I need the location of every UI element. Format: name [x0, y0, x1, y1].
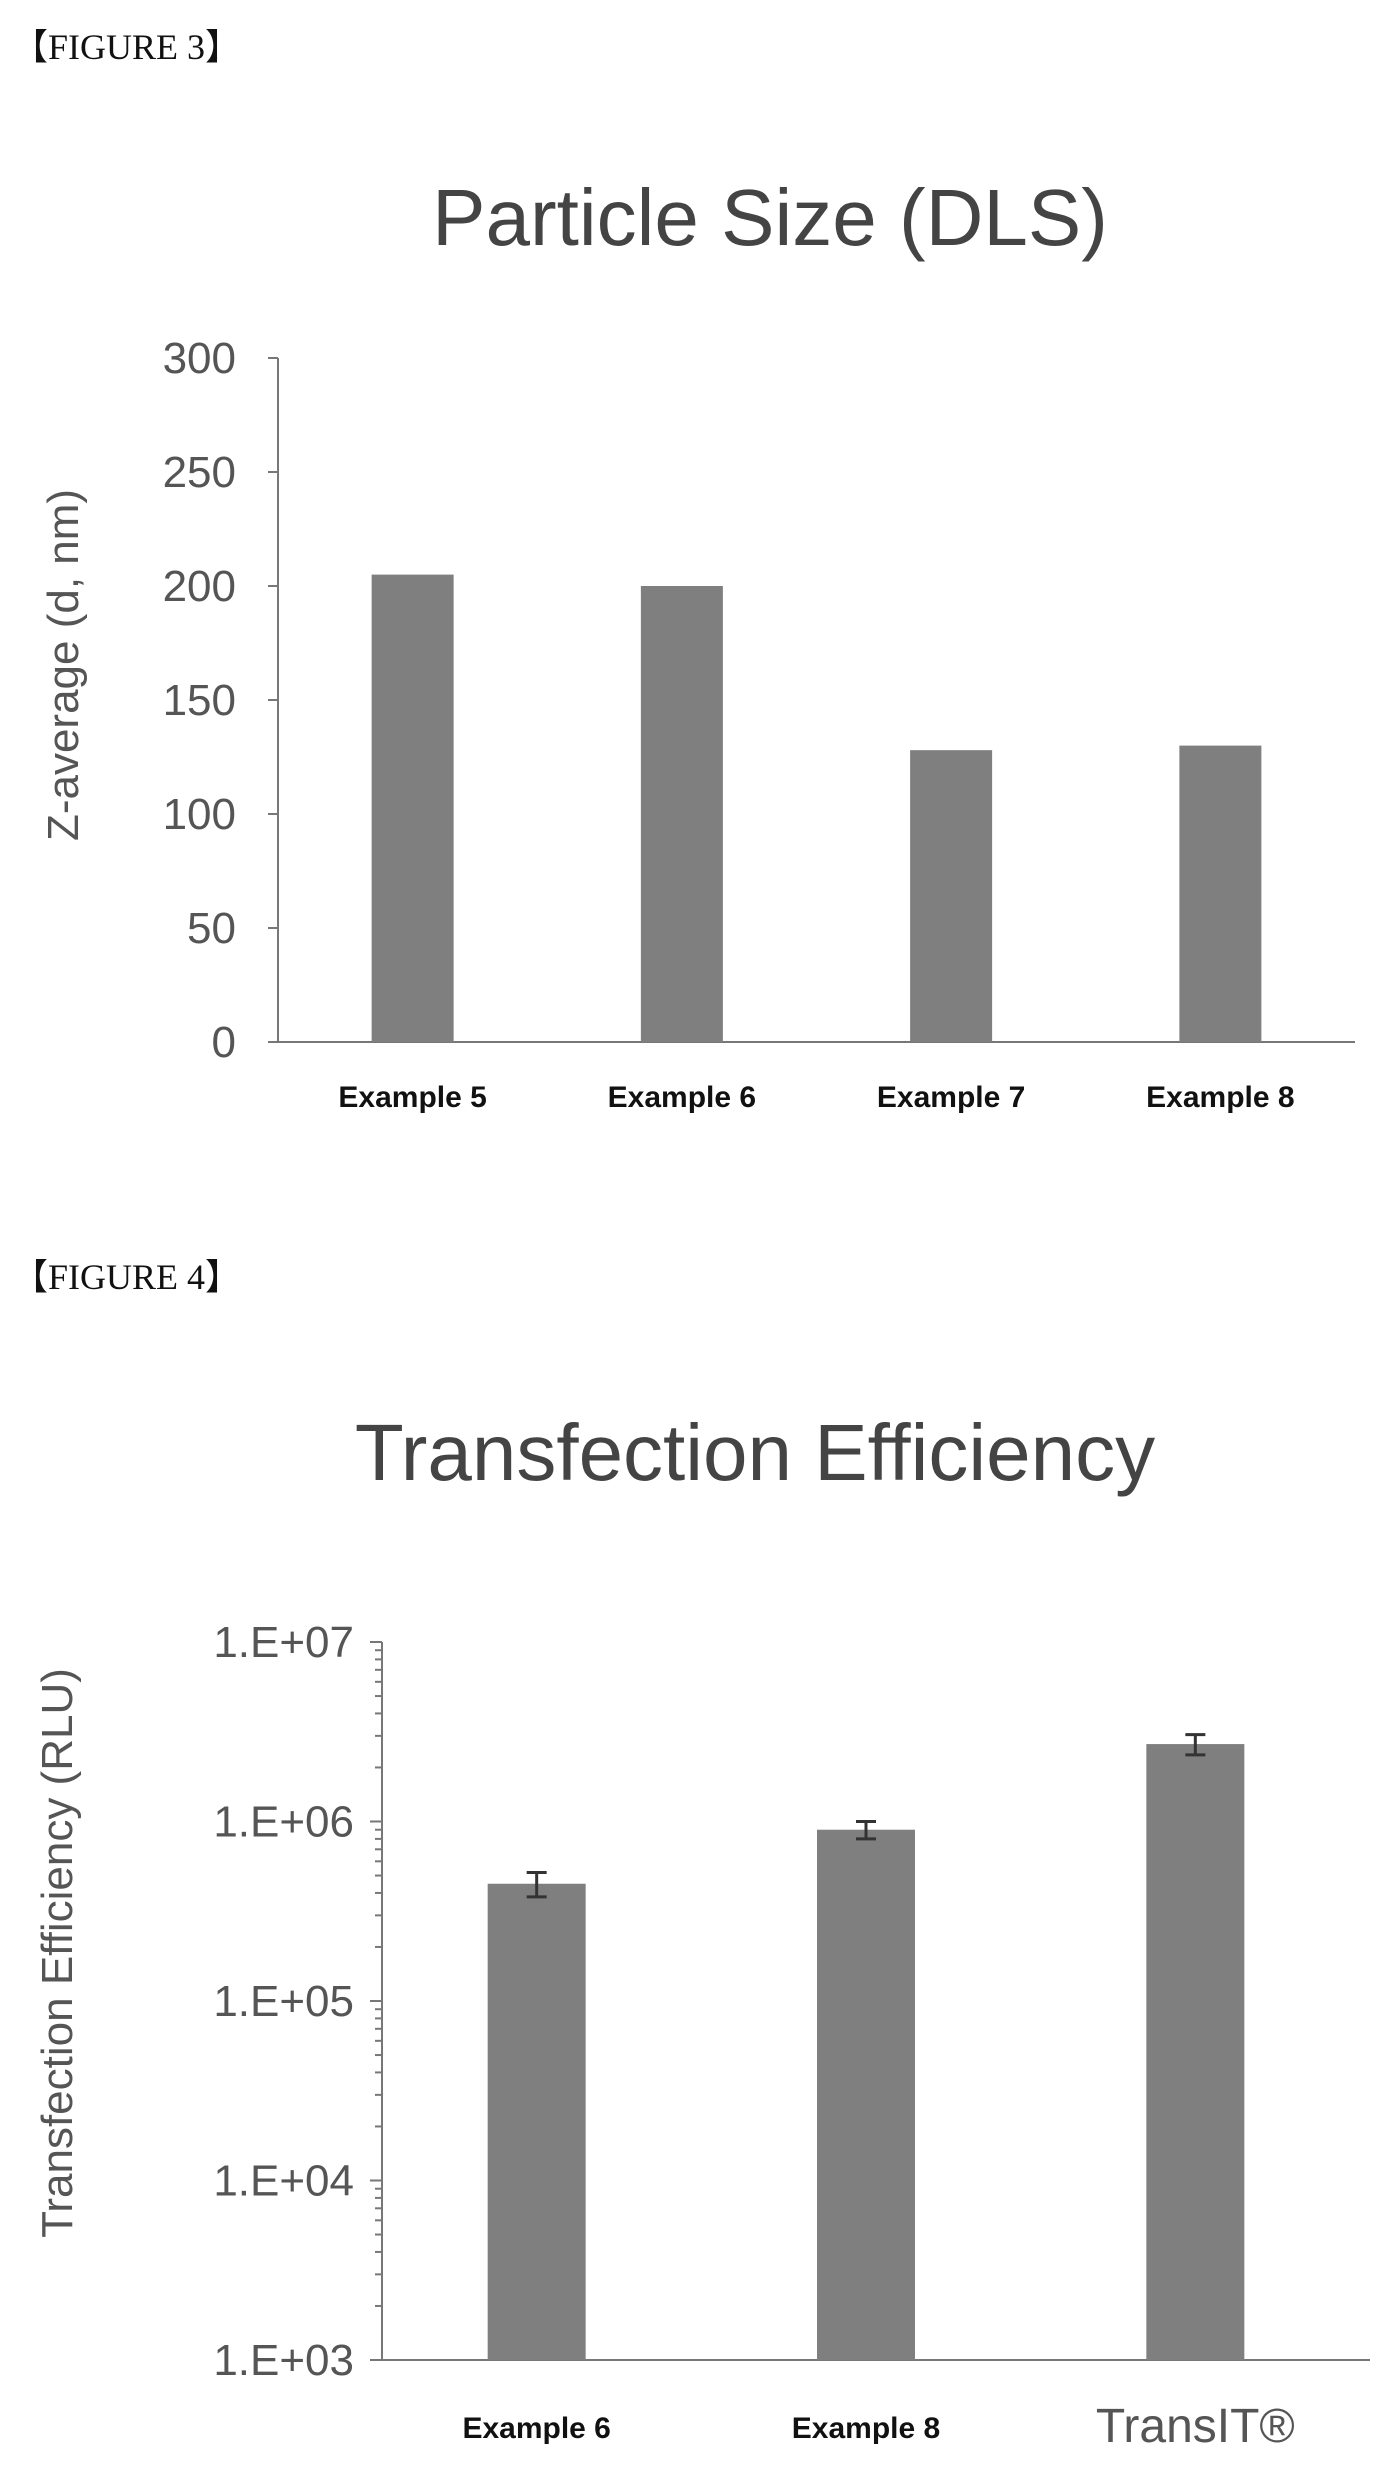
category-labels: Example 5 Example 6 Example 7 Example 8: [338, 1081, 1294, 1114]
y-ticks: 1.E+03 1.E+04 1.E+05 1.E+06 1.E+07: [213, 1618, 382, 2385]
category-label: Example 6: [608, 1081, 756, 1114]
category-labels: Example 6 Example 8 TransIT®: [462, 2400, 1294, 2453]
y-tick-label: 50: [187, 904, 236, 953]
figure-3-label: 【FIGURE 3】: [12, 27, 242, 67]
figure-4-label: 【FIGURE 4】: [12, 1257, 242, 1297]
bar: [1146, 1744, 1245, 2360]
error-bar: [1185, 1733, 1206, 1757]
category-label: Example 6: [462, 2412, 610, 2445]
category-label: Example 8: [1146, 1081, 1294, 1114]
particle-size-chart: Particle Size (DLS) Z-average (d, nm) 0 5…: [39, 173, 1355, 1114]
bar: [371, 574, 454, 1042]
error-bars: [526, 1733, 1206, 1899]
y-axis-label: Transfection Efficiency (RLU): [33, 1668, 82, 2238]
error-bar: [526, 1870, 547, 1899]
y-tick-label: 250: [163, 448, 236, 497]
chart-title: Transfection Efficiency: [355, 1408, 1155, 1497]
y-tick-label: 100: [163, 790, 236, 839]
y-tick-label: 1.E+06: [213, 1798, 354, 1847]
bar: [910, 750, 993, 1042]
bar: [640, 586, 723, 1042]
bars: [487, 1744, 1245, 2360]
bar: [817, 1829, 915, 2360]
bar: [487, 1883, 586, 2360]
y-tick-label: 1.E+03: [213, 2336, 354, 2385]
y-tick-label: 300: [163, 334, 236, 383]
y-tick-label: 1.E+04: [213, 2157, 354, 2206]
transfection-efficiency-chart: Transfection Efficiency Transfection Eff…: [33, 1408, 1370, 2453]
y-tick-label: 0: [212, 1018, 236, 1067]
y-tick-label: 150: [163, 676, 236, 725]
y-tick-label: 200: [163, 562, 236, 611]
category-label: Example 8: [792, 2412, 940, 2445]
error-bar: [856, 1820, 876, 1841]
chart-title: Particle Size (DLS): [432, 173, 1108, 262]
y-tick-label: 1.E+07: [213, 1618, 354, 1667]
bar: [1179, 745, 1262, 1042]
y-axis-label: Z-average (d, nm): [39, 489, 88, 841]
category-label: TransIT®: [1096, 2400, 1295, 2453]
category-label: Example 5: [338, 1081, 486, 1114]
bars: [371, 574, 1262, 1042]
y-ticks: 0 50 100 150 200 250 300: [163, 334, 278, 1067]
y-tick-label: 1.E+05: [213, 1977, 354, 2026]
category-label: Example 7: [877, 1081, 1025, 1114]
